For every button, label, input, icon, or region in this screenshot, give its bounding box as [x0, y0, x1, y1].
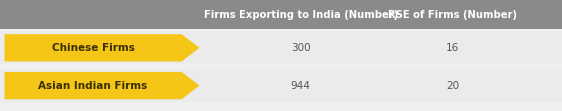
Text: 944: 944 — [291, 81, 311, 91]
Text: 16: 16 — [446, 43, 459, 53]
Bar — [0, 0, 562, 29]
Bar — [0, 31, 562, 64]
Polygon shape — [4, 72, 200, 99]
Text: Firms Exporting to India (Number): Firms Exporting to India (Number) — [203, 10, 398, 20]
Text: RSE of Firms (Number): RSE of Firms (Number) — [388, 10, 517, 20]
Text: 300: 300 — [291, 43, 310, 53]
Bar — [0, 69, 562, 102]
Text: Chinese Firms: Chinese Firms — [52, 43, 134, 53]
Text: 20: 20 — [446, 81, 459, 91]
Polygon shape — [4, 34, 200, 61]
Text: Asian Indian Firms: Asian Indian Firms — [38, 81, 148, 91]
